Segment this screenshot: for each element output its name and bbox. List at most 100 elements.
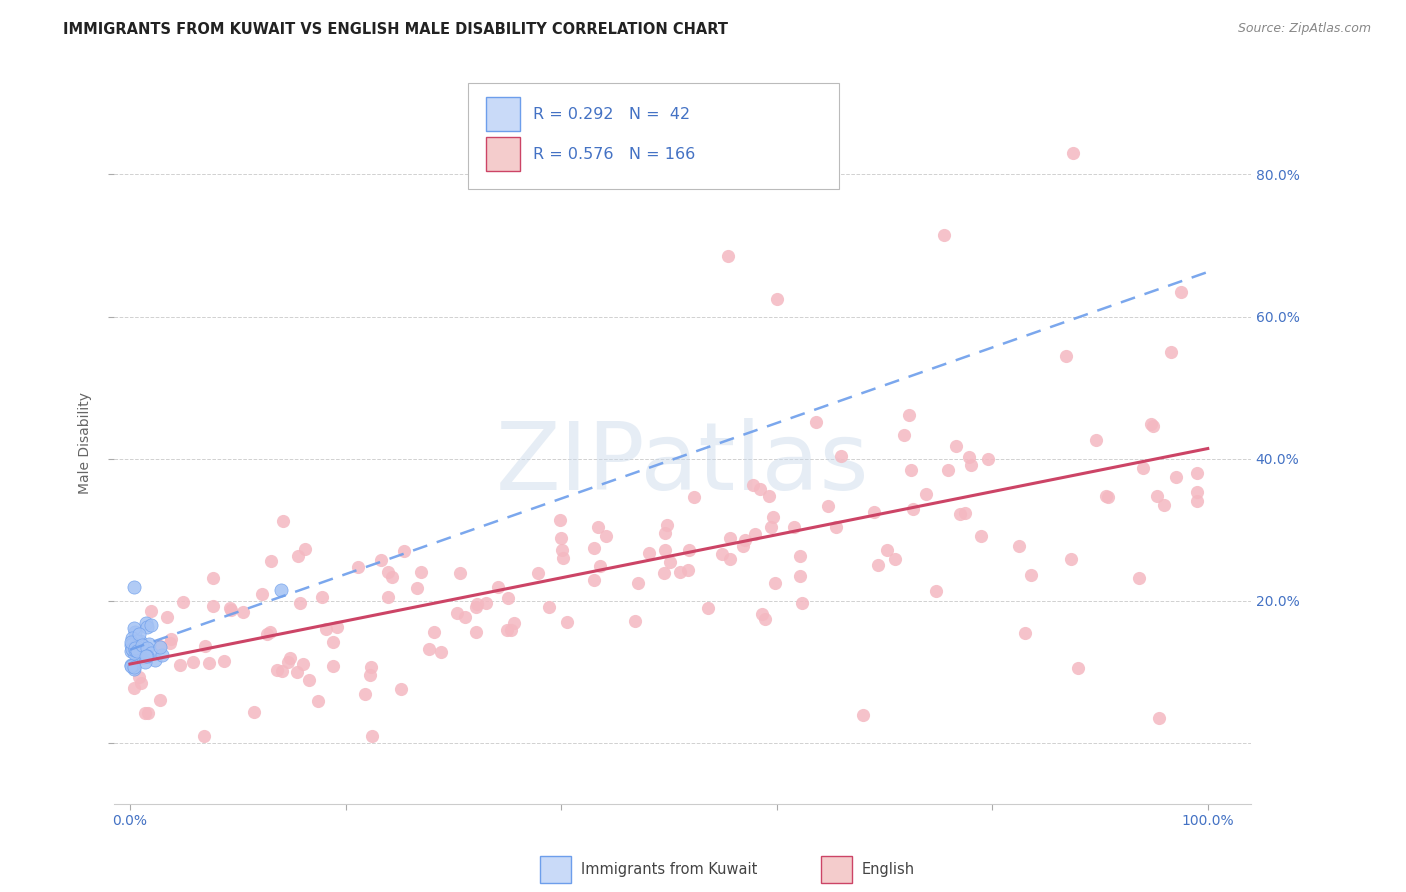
Text: ZIPatlas: ZIPatlas (495, 418, 869, 510)
Point (718, 552, 741, 566)
Point (876, 543, 898, 558)
Point (718, 532, 741, 546)
Point (711, 547, 734, 561)
Point (654, 542, 676, 557)
Point (127, 647, 149, 661)
Point (830, 450, 852, 464)
Point (446, 606, 468, 620)
Point (218, 601, 240, 615)
Point (1054, 349, 1077, 363)
Point (122, 662, 145, 676)
Point (741, 477, 763, 491)
Point (486, 580, 509, 594)
Point (655, 517, 678, 532)
Point (683, 490, 706, 504)
Point (734, 533, 756, 548)
Point (502, 615, 524, 630)
Point (128, 627, 150, 641)
Point (136, 706, 159, 721)
Point (141, 603, 163, 617)
Point (405, 581, 427, 595)
Point (124, 642, 146, 657)
Point (212, 654, 235, 668)
Point (924, 584, 946, 599)
Point (172, 595, 194, 609)
Point (252, 587, 274, 601)
Point (970, 529, 993, 543)
Point (678, 542, 700, 557)
Point (551, 551, 574, 566)
Point (751, 607, 773, 621)
Point (354, 687, 377, 701)
Point (290, 596, 312, 610)
Point (555, 615, 578, 629)
Point (136, 640, 159, 655)
Point (129, 676, 152, 690)
Point (495, 624, 517, 638)
Y-axis label: Male Disability: Male Disability (79, 392, 93, 493)
Point (949, 508, 972, 522)
Point (582, 573, 605, 587)
Point (120, 657, 142, 672)
Point (194, 640, 217, 654)
Point (121, 637, 143, 651)
Point (1149, 711, 1171, 725)
Point (465, 600, 488, 615)
Point (953, 506, 976, 520)
Point (346, 560, 368, 574)
Point (266, 663, 288, 677)
Point (527, 566, 550, 581)
Point (124, 621, 146, 635)
Point (638, 546, 661, 560)
Point (898, 409, 921, 423)
Text: Immigrants from Kuwait: Immigrants from Kuwait (581, 863, 756, 877)
Point (181, 655, 204, 669)
Point (901, 502, 924, 516)
Point (423, 625, 446, 640)
Point (256, 627, 278, 641)
Point (454, 609, 477, 624)
Point (125, 639, 148, 653)
Point (465, 625, 488, 640)
Point (121, 631, 143, 645)
Point (381, 569, 404, 583)
Point (825, 520, 848, 534)
Point (804, 415, 827, 429)
Point (1146, 489, 1168, 503)
Point (586, 520, 609, 534)
Point (789, 549, 811, 563)
Point (201, 599, 224, 614)
Point (758, 489, 780, 503)
Point (307, 694, 329, 708)
Point (1085, 433, 1108, 447)
Point (893, 428, 915, 442)
Point (550, 531, 572, 545)
Point (122, 646, 145, 660)
Point (277, 655, 299, 669)
Point (193, 729, 215, 743)
Point (136, 649, 159, 664)
Point (1140, 417, 1163, 431)
Point (765, 292, 787, 306)
Point (370, 553, 392, 567)
Point (960, 458, 983, 472)
Point (325, 619, 347, 633)
Point (1014, 626, 1036, 640)
Point (361, 729, 384, 743)
Point (287, 549, 309, 563)
Point (149, 640, 172, 654)
Point (128, 634, 150, 648)
Point (932, 227, 955, 242)
Point (292, 657, 315, 671)
Point (548, 514, 571, 528)
Point (311, 590, 333, 604)
Point (120, 643, 142, 657)
Point (759, 520, 782, 534)
Point (731, 539, 754, 553)
Point (152, 648, 174, 662)
Point (121, 641, 143, 656)
Point (669, 565, 692, 579)
Point (1128, 571, 1150, 585)
Point (124, 681, 146, 695)
Text: R = 0.576   N = 166: R = 0.576 N = 166 (533, 147, 695, 161)
